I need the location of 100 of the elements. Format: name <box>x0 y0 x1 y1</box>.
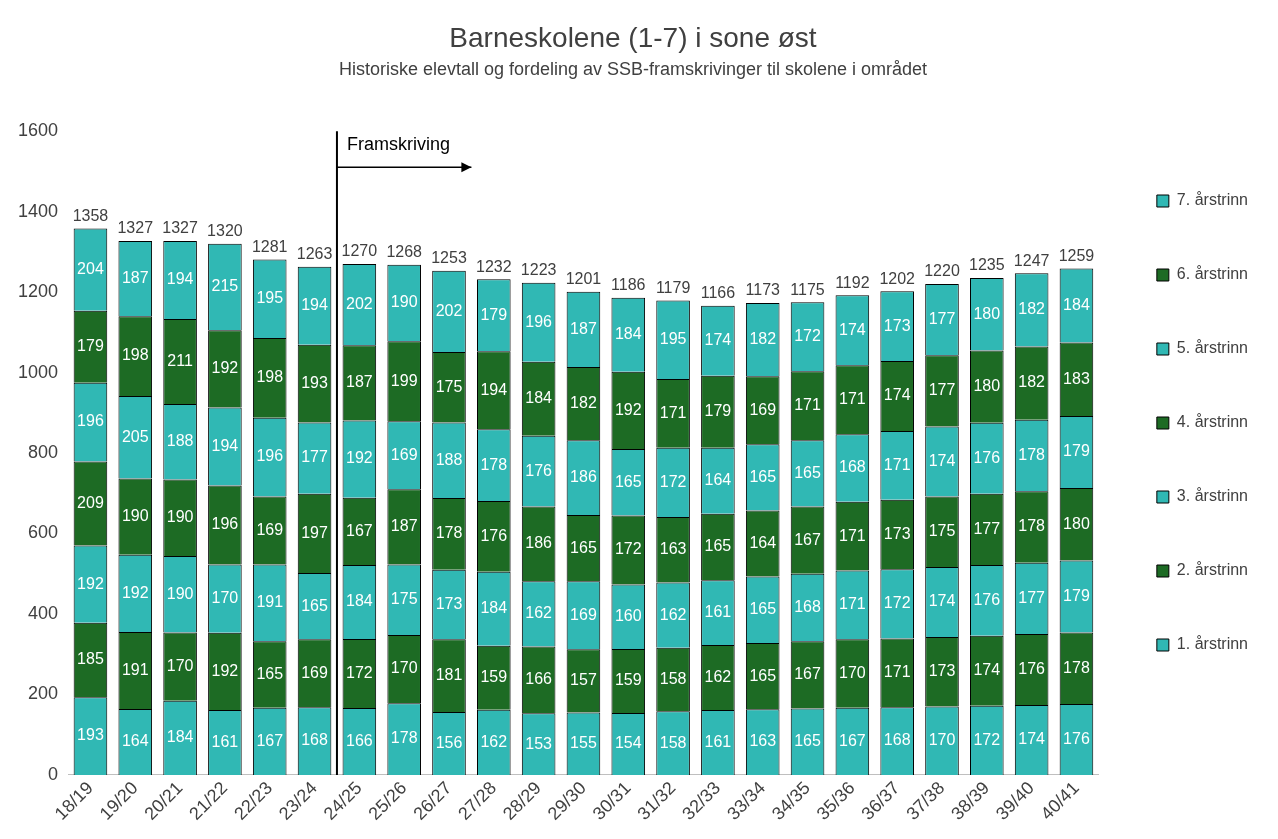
data-label: 182 <box>1018 300 1046 318</box>
data-label: 181 <box>435 666 463 684</box>
data-label: 172 <box>614 540 642 558</box>
data-label: 155 <box>570 734 597 752</box>
ref-line-label: Framskriving <box>346 134 450 155</box>
data-label: 165 <box>301 596 328 614</box>
data-label: 182 <box>749 330 777 347</box>
data-label: 184 <box>346 592 373 610</box>
data-label: 161 <box>704 732 732 750</box>
data-label: 172 <box>346 663 373 681</box>
data-label: 153 <box>525 734 553 752</box>
data-label: 202 <box>435 301 463 319</box>
data-label: 211 <box>167 351 193 369</box>
data-label: 196 <box>77 412 104 430</box>
data-label: 174 <box>928 451 956 469</box>
data-label: 176 <box>525 461 553 479</box>
data-label: 163 <box>749 732 777 750</box>
total-label: 1253 <box>431 249 467 267</box>
data-label: 193 <box>77 726 104 744</box>
legend-label: 5. årstrinn <box>1176 339 1248 357</box>
legend-label: 3. årstrinn <box>1176 487 1248 505</box>
data-label: 179 <box>1063 442 1090 460</box>
data-label: 162 <box>525 604 553 622</box>
data-label: 161 <box>211 732 239 750</box>
data-label: 161 <box>704 602 732 620</box>
data-label: 173 <box>883 316 911 334</box>
data-label: 170 <box>839 663 866 681</box>
data-label: 169 <box>256 520 284 538</box>
data-label: 184 <box>525 389 553 407</box>
data-label: 182 <box>1018 373 1046 391</box>
data-label: 169 <box>570 605 597 623</box>
y-tick-label: 200 <box>28 683 59 704</box>
total-label: 1327 <box>162 219 198 237</box>
total-label: 1173 <box>745 281 781 299</box>
data-label: 171 <box>659 403 687 421</box>
data-label: 174 <box>928 592 956 610</box>
y-tick-label: 400 <box>28 602 59 623</box>
total-label: 1232 <box>476 257 512 275</box>
data-label: 202 <box>346 295 373 312</box>
data-label: 167 <box>794 665 821 683</box>
data-label: 171 <box>839 390 866 408</box>
data-label: 198 <box>121 346 149 364</box>
data-label: 165 <box>749 666 777 684</box>
data-label: 182 <box>570 393 597 411</box>
legend-label: 7. årstrinn <box>1176 191 1248 209</box>
data-label: 180 <box>973 304 1001 322</box>
data-label: 177 <box>973 519 1001 537</box>
data-label: 188 <box>435 450 463 468</box>
data-label: 174 <box>883 386 911 404</box>
data-label: 178 <box>480 455 508 473</box>
data-label: 170 <box>390 659 418 677</box>
data-label: 174 <box>839 320 866 338</box>
data-label: 174 <box>973 661 1001 679</box>
data-label: 159 <box>614 671 642 689</box>
y-tick-label: 600 <box>28 522 59 543</box>
legend-label: 1. årstrinn <box>1176 635 1248 653</box>
data-label: 187 <box>121 269 149 287</box>
data-label: 190 <box>121 507 149 525</box>
data-label: 178 <box>1018 445 1046 463</box>
total-label: 1281 <box>251 237 288 255</box>
total-label: 1223 <box>520 261 557 279</box>
data-label: 192 <box>346 449 373 467</box>
data-label: 171 <box>794 396 821 414</box>
data-label: 166 <box>525 670 553 688</box>
data-label: 177 <box>928 310 956 328</box>
data-label: 192 <box>211 661 239 679</box>
data-label: 167 <box>839 731 866 749</box>
data-label: 169 <box>301 663 328 681</box>
data-label: 176 <box>1018 659 1046 677</box>
data-label: 171 <box>883 663 911 681</box>
legend-label: 6. årstrinn <box>1176 265 1248 283</box>
data-label: 191 <box>256 593 284 611</box>
data-label: 185 <box>77 650 104 668</box>
data-label: 175 <box>928 522 956 540</box>
total-label: 1235 <box>969 256 1005 274</box>
data-label: 160 <box>614 607 642 625</box>
data-label: 175 <box>435 377 463 395</box>
data-label: 165 <box>749 467 777 485</box>
total-label: 1192 <box>835 273 870 291</box>
total-label: 1263 <box>296 245 333 263</box>
data-label: 186 <box>525 534 553 552</box>
data-label: 187 <box>346 373 373 391</box>
data-label: 178 <box>1018 517 1046 535</box>
data-label: 170 <box>928 731 956 749</box>
data-label: 179 <box>480 305 508 323</box>
legend-label: 2. årstrinn <box>1176 561 1248 579</box>
data-label: 165 <box>794 463 821 481</box>
total-label: 1202 <box>879 269 916 287</box>
data-label: 170 <box>211 589 239 607</box>
y-tick-label: 1000 <box>18 361 59 382</box>
data-label: 171 <box>839 595 866 613</box>
data-label: 195 <box>659 330 687 348</box>
y-tick-label: 0 <box>48 763 59 784</box>
data-label: 174 <box>1018 730 1046 748</box>
legend-label: 4. årstrinn <box>1176 413 1248 431</box>
data-label: 165 <box>704 537 732 555</box>
total-label: 1247 <box>1013 251 1050 269</box>
total-label: 1175 <box>790 280 825 298</box>
data-label: 205 <box>121 427 149 445</box>
data-label: 188 <box>166 432 194 450</box>
